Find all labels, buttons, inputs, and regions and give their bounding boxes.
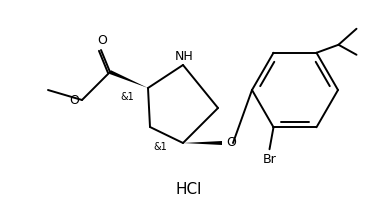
Text: &1: &1 <box>120 92 134 102</box>
Text: O: O <box>97 34 107 47</box>
Polygon shape <box>109 70 148 88</box>
Text: Br: Br <box>263 153 276 166</box>
Text: O: O <box>69 93 79 107</box>
Text: &1: &1 <box>153 142 167 152</box>
Text: O: O <box>226 135 236 149</box>
Text: NH: NH <box>175 50 194 63</box>
Polygon shape <box>183 141 222 145</box>
Text: HCl: HCl <box>176 181 202 196</box>
